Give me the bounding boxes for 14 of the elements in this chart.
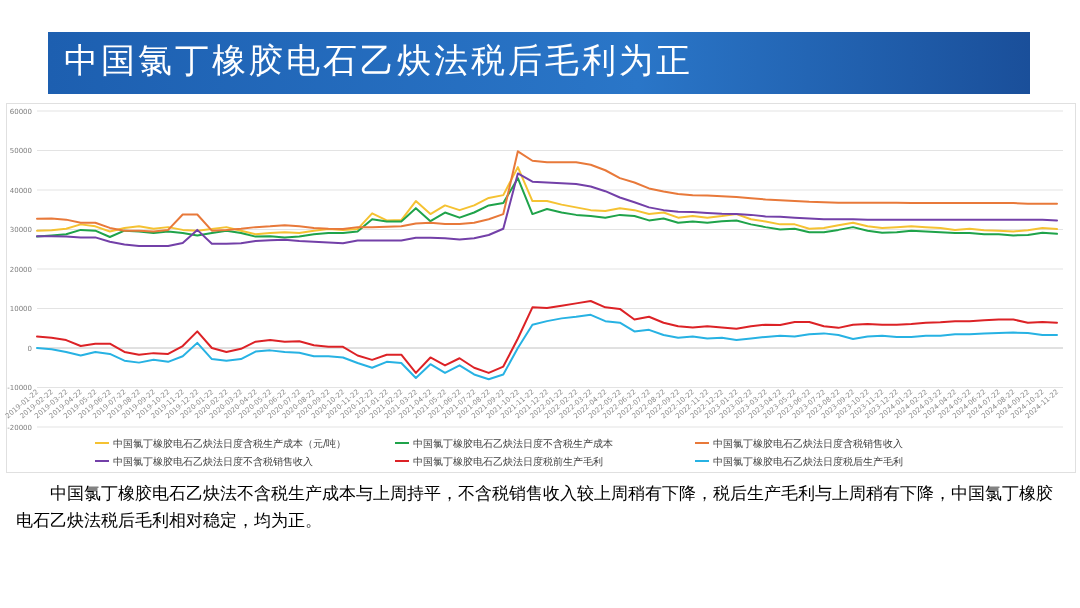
legend-label: 中国氯丁橡胶电石乙炔法日度含税销售收入 <box>713 437 903 449</box>
legend-label: 中国氯丁橡胶电石乙炔法日度税后生产毛利 <box>713 455 903 467</box>
line-series <box>36 166 1058 236</box>
legend-label: 中国氯丁橡胶电石乙炔法日度税前生产毛利 <box>413 455 603 467</box>
line-series <box>36 150 1058 233</box>
line-series <box>36 313 1058 381</box>
text: 中国氯丁橡胶电石乙炔法不含税生产成本与上周持平，不含税销售收入较上周稍有下降，税后生产毛利与上周稍有下降，中国氯丁橡胶电石乙炔法税后毛利相对稳定，均为正。 <box>16 482 1054 532</box>
legend-label: 中国氯丁橡胶电石乙炔法日度不含税生产成本 <box>413 437 613 449</box>
chart-title: 中国氯丁橡胶电石乙炔法税后毛利为正 <box>64 39 693 82</box>
line-series <box>36 177 1058 239</box>
line-series <box>36 300 1058 374</box>
line-series <box>36 172 1058 248</box>
legend-label: 中国氯丁橡胶电石乙炔法日度不含税销售收入 <box>113 455 313 467</box>
legend-label: 中国氯丁橡胶电石乙炔法日度含税生产成本（元/吨） <box>113 437 347 449</box>
